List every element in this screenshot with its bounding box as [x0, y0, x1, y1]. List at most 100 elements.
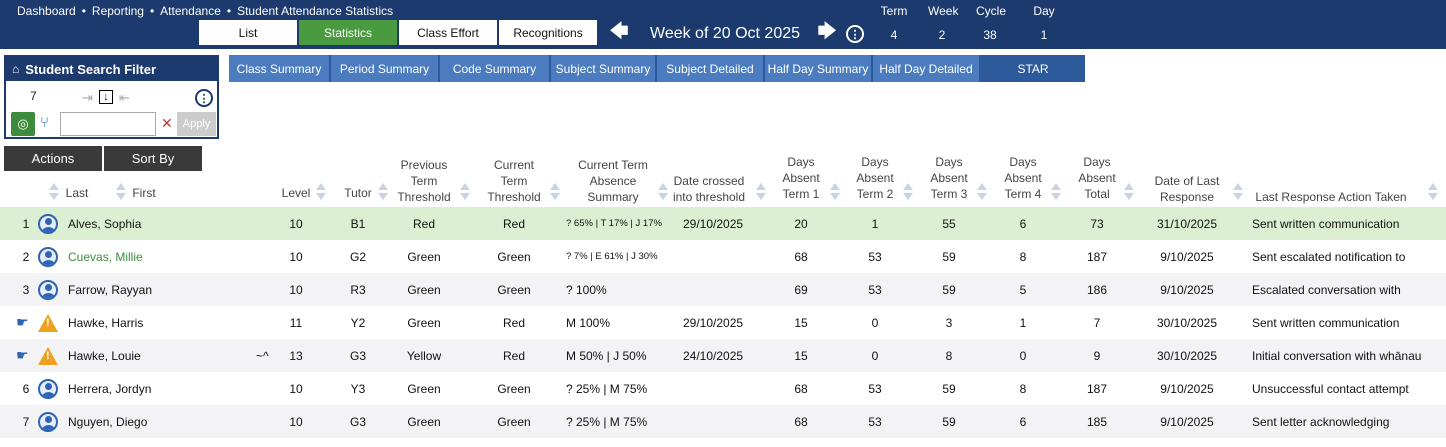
sort-icon[interactable]: [460, 183, 470, 201]
download-icon[interactable]: ↓: [98, 90, 113, 104]
breadcrumb-item[interactable]: Student Attendance Statistics: [237, 4, 394, 18]
column-header-prev-threshold[interactable]: Previous Term Threshold: [389, 157, 459, 205]
column-header-date-crossed[interactable]: Date crossed into threshold: [659, 173, 759, 205]
warning-icon[interactable]: !: [38, 313, 58, 332]
arrow-right-icon[interactable]: 🡆: [817, 21, 837, 41]
sort-by-button[interactable]: Sort By: [104, 146, 202, 171]
table-row[interactable]: 2 Cuevas, Millie 10 G2 Green Green ? 7% | E 61…: [0, 240, 1446, 273]
column-header-tutor[interactable]: Tutor: [338, 185, 378, 201]
sort-icon[interactable]: [1233, 183, 1243, 201]
prev-threshold: Red: [412, 216, 435, 231]
sort-icon[interactable]: [1124, 183, 1134, 201]
column-header-first[interactable]: First: [124, 185, 164, 201]
subtab-half-day-summary[interactable]: Half Day Summary: [765, 55, 871, 82]
last-action: Escalated conversation with: [1252, 282, 1401, 297]
arrow-left-icon[interactable]: 🡄: [609, 21, 629, 41]
more-options-icon[interactable]: ⋮: [195, 89, 213, 107]
table-row[interactable]: 3 Farrow, Rayyan 10 R3 Green Green ? 100% 69 53 5…: [0, 273, 1446, 306]
table-row[interactable]: 7 Nguyen, Diego 10 G3 Green Green ? 25% | M 75…: [0, 405, 1446, 438]
sort-icon[interactable]: [1051, 183, 1061, 201]
column-header-t4[interactable]: Days Absent Term 4: [993, 154, 1053, 202]
column-header-t3[interactable]: Days Absent Term 3: [919, 154, 979, 202]
sort-icon[interactable]: [116, 183, 126, 201]
search-person-icon[interactable]: ◎: [11, 112, 35, 136]
tutor: G3: [349, 414, 366, 429]
subtab-code-summary[interactable]: Code Summary: [440, 55, 549, 82]
column-header-absence-summary[interactable]: Current Term Absence Summary: [563, 157, 663, 205]
person-icon[interactable]: [38, 213, 58, 234]
filter-icon[interactable]: ⑂: [40, 114, 50, 131]
student-name[interactable]: Hawke, Harris: [68, 315, 144, 330]
table-row[interactable]: 1 Alves, Sophia 10 B1 Red Red ? 65% | T 17% | …: [0, 207, 1446, 240]
actions-button[interactable]: Actions: [4, 146, 102, 171]
student-name[interactable]: Nguyen, Diego: [68, 414, 148, 429]
clear-icon[interactable]: ✕: [161, 115, 173, 131]
student-name[interactable]: Farrow, Rayyan: [68, 282, 153, 297]
apply-button[interactable]: Apply: [177, 112, 216, 136]
subtab-subject-detailed[interactable]: Subject Detailed: [657, 55, 763, 82]
sort-icon[interactable]: [378, 183, 388, 201]
hand-pointer-icon[interactable]: ☛: [16, 314, 29, 330]
breadcrumb-item[interactable]: Attendance: [160, 4, 221, 18]
tab-recognitions[interactable]: Recognitions: [499, 20, 597, 45]
sort-icon[interactable]: [903, 183, 913, 201]
column-header-total[interactable]: Days Absent Total: [1067, 154, 1127, 202]
days-t2: 53: [868, 414, 882, 429]
row-number: 1: [22, 216, 30, 231]
subtab-period-summary[interactable]: Period Summary: [331, 55, 438, 82]
student-icon-cell: [38, 207, 60, 240]
row-number: 6: [22, 381, 30, 396]
column-header-t2[interactable]: Days Absent Term 2: [845, 154, 905, 202]
days-total: 187: [1086, 249, 1108, 264]
tab-list[interactable]: List: [199, 20, 297, 45]
student-name[interactable]: Alves, Sophia: [68, 216, 142, 231]
student-name[interactable]: Hawke, Louie: [68, 348, 141, 363]
sort-icon[interactable]: [1428, 183, 1438, 201]
prev-threshold: Green: [407, 414, 441, 429]
export-icon[interactable]: ⇤: [118, 90, 130, 105]
person-icon[interactable]: [38, 411, 58, 432]
warning-icon[interactable]: !: [38, 346, 58, 365]
column-header-last-action[interactable]: Last Response Action Taken: [1246, 189, 1416, 205]
column-header-t1[interactable]: Days Absent Term 1: [771, 154, 831, 202]
sort-icon[interactable]: [756, 183, 766, 201]
prev-threshold: Yellow: [406, 348, 442, 363]
student-name[interactable]: Herrera, Jordyn: [68, 381, 152, 396]
breadcrumb-item[interactable]: Dashboard: [17, 4, 76, 18]
sort-icon[interactable]: [49, 183, 59, 201]
person-icon[interactable]: [38, 246, 58, 267]
tab-statistics[interactable]: Statistics: [299, 20, 397, 45]
sort-icon[interactable]: [977, 183, 987, 201]
sort-icon[interactable]: [830, 183, 840, 201]
result-count: 7: [30, 89, 37, 103]
subtab-subject-summary[interactable]: Subject Summary: [551, 55, 655, 82]
student-name[interactable]: Cuevas, Millie: [68, 249, 143, 264]
column-header-last[interactable]: Last: [57, 185, 97, 201]
table-row[interactable]: ☛! Hawke, Harris 11 Y2 Green Red M 100% 29/10/2…: [0, 306, 1446, 339]
last-action: Unsuccessful contact attempt: [1252, 381, 1409, 396]
table-row[interactable]: 6 Herrera, Jordyn 10 Y3 Green Green ? 25% | M …: [0, 372, 1446, 405]
subtab-class-summary[interactable]: Class Summary: [229, 55, 329, 82]
search-input[interactable]: [60, 112, 156, 136]
info-icon[interactable]: ⋮: [846, 25, 865, 43]
person-icon[interactable]: [38, 279, 58, 300]
subtab-half-day-detailed[interactable]: Half Day Detailed: [873, 55, 979, 82]
person-icon[interactable]: [38, 378, 58, 399]
column-header-curr-threshold[interactable]: Current Term Threshold: [479, 157, 549, 205]
sort-icon[interactable]: [316, 183, 326, 201]
tab-class-effort[interactable]: Class Effort: [399, 20, 497, 45]
hand-pointer-icon[interactable]: ☛: [16, 347, 29, 363]
breadcrumb-item[interactable]: Reporting: [91, 4, 144, 18]
last-response-date: 9/10/2025: [1160, 381, 1214, 396]
home-icon[interactable]: ⌂: [12, 62, 20, 76]
column-header-last-response[interactable]: Date of Last Response: [1137, 173, 1237, 205]
column-header-level[interactable]: Level: [276, 185, 316, 201]
subtab-star[interactable]: STAR: [981, 55, 1085, 82]
student-icon-cell: [38, 405, 60, 438]
import-icon[interactable]: ⇥: [82, 90, 93, 105]
sort-icon[interactable]: [658, 183, 668, 201]
term-info-value: 2: [938, 28, 946, 42]
table-row[interactable]: ☛! Hawke, Louie ~^ 13 G3 Yellow Red M 50% | J 5…: [0, 339, 1446, 372]
student-icon-cell: [38, 273, 60, 306]
sort-icon[interactable]: [550, 183, 560, 201]
